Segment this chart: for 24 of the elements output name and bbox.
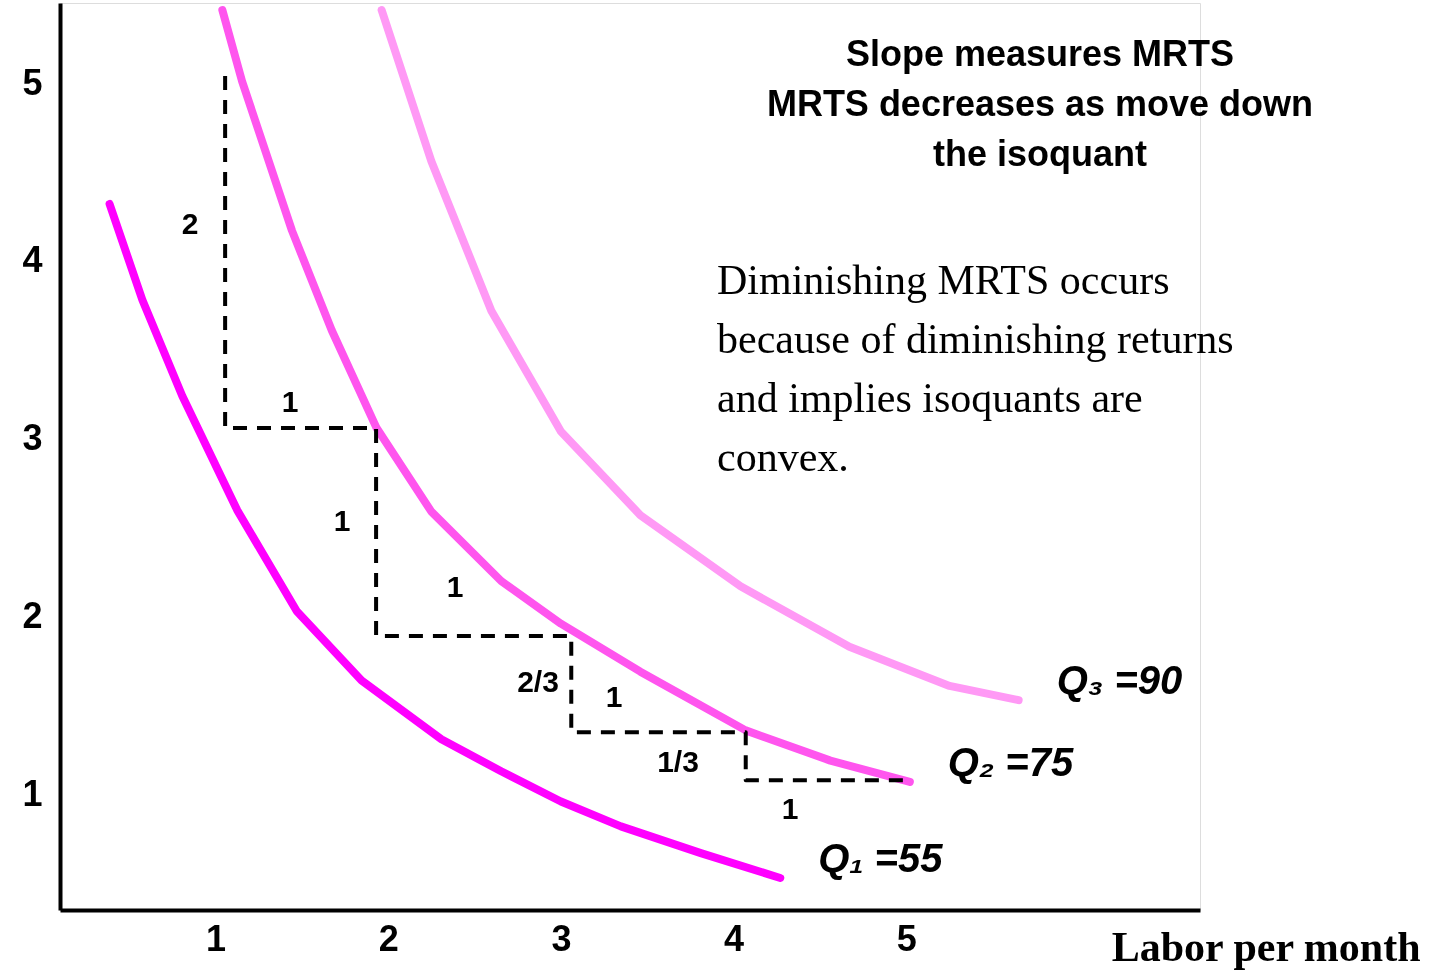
annotation: Diminishing MRTS occurs because of diminishing returns and implies isoquants are convex.	[717, 257, 1234, 480]
x-tick-label: 1	[205, 917, 226, 959]
annotation: 1	[781, 792, 799, 825]
y-tick-label: 4	[22, 239, 43, 281]
annotation: 2	[181, 207, 199, 240]
x-tick-label: 4	[724, 917, 745, 959]
x-tick-label: 3	[551, 917, 572, 959]
y-tick-label: 5	[22, 61, 43, 103]
series-label: Q₁ =55	[818, 835, 944, 881]
annotation: 1/3	[657, 745, 699, 778]
annotation: 1	[333, 504, 351, 537]
x-tick-label: 5	[896, 917, 917, 959]
x-axis-title: Labor per month	[1111, 923, 1421, 970]
y-tick-label: 2	[22, 595, 43, 637]
annotation: 1	[605, 680, 623, 713]
y-tick-label: 3	[22, 417, 43, 459]
annotation: 1	[281, 385, 299, 418]
y-tick-label: 1	[22, 772, 43, 814]
annotation: 2/3	[517, 665, 559, 698]
x-tick-label: 2	[378, 917, 399, 959]
annotation: 1	[446, 570, 464, 603]
series-label: Q₂ =75	[947, 739, 1074, 785]
series-label: Q₃ =90	[1056, 658, 1183, 704]
annotation: Slope measures MRTS MRTS decreases as move down the isoquant	[766, 33, 1314, 174]
